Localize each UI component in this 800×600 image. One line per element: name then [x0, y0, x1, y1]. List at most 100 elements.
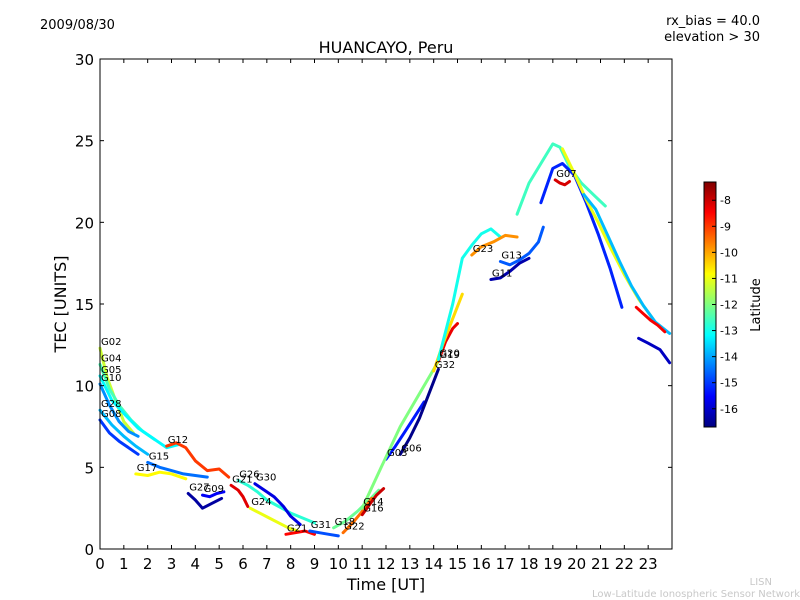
- colorbar-tick-label: -9: [720, 220, 731, 233]
- satellite-label: G19: [439, 350, 459, 361]
- satellite-label: G03: [387, 448, 407, 459]
- y-tick-label: 25: [75, 133, 94, 151]
- series-line-g10: [98, 382, 140, 438]
- series-line-g20: [436, 227, 502, 361]
- y-tick-label: 20: [75, 214, 94, 232]
- series-line-g12: [165, 441, 231, 479]
- x-tick-label: 21: [591, 555, 610, 573]
- series-line-g16: [360, 487, 386, 517]
- colorbar-tick-label: -12: [720, 299, 738, 312]
- satellite-label: G24: [251, 497, 271, 508]
- colorbar-tick-label: -11: [720, 272, 738, 285]
- satellite-label: G11: [492, 269, 512, 280]
- series-line-g18: [332, 488, 381, 530]
- satellite-label: G23: [473, 244, 493, 255]
- x-tick-label: 3: [167, 555, 177, 573]
- date-label: 2009/08/30: [40, 18, 115, 33]
- satellite-label: G26: [239, 469, 259, 480]
- satellite-labels: G02G04G05G10G28G08G12G15G17G27G09G21G26G…: [101, 169, 577, 534]
- x-tick-label: 10: [329, 555, 348, 573]
- satellite-label: G30: [256, 473, 276, 484]
- satellite-label: G07: [556, 169, 576, 180]
- satellite-label: G17: [137, 463, 157, 474]
- satellite-label: G13: [501, 251, 521, 262]
- series-line-g21b: [284, 529, 316, 536]
- colorbar-tick-label: -10: [720, 246, 738, 259]
- satellite-label: G27: [189, 483, 209, 494]
- series-line-g21: [229, 483, 250, 508]
- satellite-label: G21: [232, 474, 252, 485]
- rx-bias-label: rx_bias = 40.0: [666, 14, 760, 29]
- series-line-g22: [341, 496, 374, 535]
- y-tick-label: 15: [75, 296, 94, 314]
- satellite-label: G14: [363, 497, 383, 508]
- colorbar-tick-label: -13: [720, 325, 738, 338]
- series-line-g07: [553, 178, 571, 187]
- series-line-g11: [489, 256, 531, 281]
- x-tick-label: 13: [400, 555, 419, 573]
- satellite-label: G04: [101, 353, 121, 364]
- series-layer: [98, 142, 672, 538]
- footer-lisn: LISN: [749, 577, 772, 588]
- series-line-g13: [498, 225, 545, 267]
- satellite-label: G18: [335, 517, 355, 528]
- satellite-label: G08: [101, 409, 121, 420]
- footer-network: Low-Latitude Ionospheric Sensor Network: [592, 589, 800, 600]
- series-line-p-e: [634, 305, 667, 334]
- series-line-g23: [470, 233, 519, 257]
- y-tick-label: 0: [84, 541, 94, 559]
- x-axis-label: Time [UT]: [346, 575, 425, 594]
- x-tick-label: 4: [191, 555, 201, 573]
- chart-title: HUANCAYO, Peru: [318, 38, 454, 57]
- satellite-label: G21: [287, 523, 307, 534]
- x-tick-label: 1: [119, 555, 129, 573]
- satellite-label: G16: [363, 504, 383, 515]
- y-tick-label: 5: [84, 459, 94, 477]
- series-line-p-f: [637, 336, 672, 365]
- series-line-p-a: [515, 142, 607, 216]
- satellite-label: G20: [439, 349, 459, 360]
- y-tick-label: 30: [75, 51, 94, 69]
- x-tick-label: 9: [310, 555, 320, 573]
- series-line-g08: [98, 418, 140, 456]
- colorbar-tick-label: -14: [720, 351, 738, 364]
- x-tick-label: 17: [496, 555, 515, 573]
- x-tick-label: 2: [143, 555, 153, 573]
- satellite-label: G28: [101, 399, 121, 410]
- x-tick-label: 15: [448, 555, 467, 573]
- colorbar-tick-label: -8: [720, 194, 731, 207]
- x-tick-label: 0: [95, 555, 105, 573]
- satellite-label: G05: [101, 365, 121, 376]
- series-line-g26: [236, 478, 316, 525]
- satellite-label: G12: [168, 435, 188, 446]
- series-line-g27: [186, 492, 224, 510]
- series-line-g06: [398, 367, 440, 456]
- series-line-p-d: [582, 193, 672, 335]
- x-tick-label: 12: [376, 555, 395, 573]
- y-axis-label: TEC [UNITS]: [51, 256, 70, 354]
- y-tick-label: 10: [75, 378, 94, 396]
- x-tick-label: 20: [567, 555, 586, 573]
- series-line-g05: [98, 374, 181, 450]
- x-tick-label: 7: [262, 555, 272, 573]
- satellite-label: G02: [101, 337, 121, 348]
- x-tick-label: 11: [353, 555, 372, 573]
- colorbar-tick-label: -15: [720, 377, 738, 390]
- elevation-label: elevation > 30: [664, 30, 760, 45]
- series-line-g28: [98, 408, 150, 456]
- satellite-label: G31: [311, 520, 331, 531]
- series-line-g24: [248, 506, 300, 533]
- axis-ticks: 0 1 2 3 4 5 6 7 8 9 10 11 12 13 14 15 16 17 18 19 20 21 22 2305…: [75, 51, 672, 573]
- x-tick-label: 23: [639, 555, 658, 573]
- satellite-label: G22: [344, 522, 364, 533]
- colorbar-label: Latitude: [749, 278, 764, 332]
- x-tick-label: 8: [286, 555, 296, 573]
- satellite-label: G10: [101, 373, 121, 384]
- colorbar-tick-label: -16: [720, 403, 738, 416]
- series-line-g15: [146, 460, 209, 479]
- x-tick-label: 22: [615, 555, 634, 573]
- x-tick-label: 16: [472, 555, 491, 573]
- colorbar-ticks: -8 -9 -10 -11 -12 -13 -14 -15 -16: [712, 194, 738, 416]
- series-line-g09: [201, 490, 226, 499]
- satellite-label: G15: [149, 451, 169, 462]
